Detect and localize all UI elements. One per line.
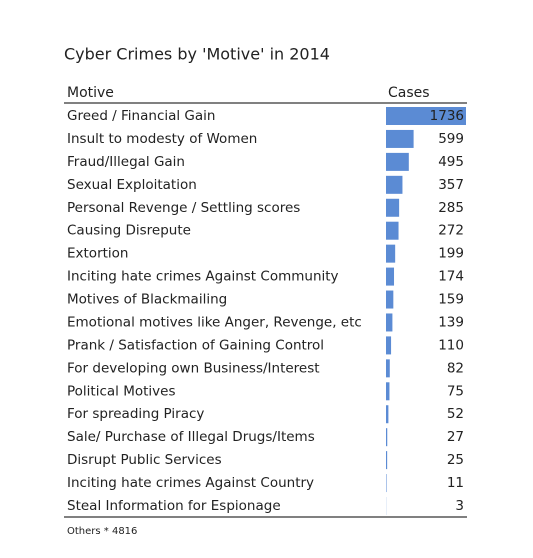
value-label: 11: [447, 475, 464, 491]
value-label: 82: [447, 360, 464, 376]
value-label: 285: [438, 200, 464, 216]
value-label: 174: [438, 269, 464, 285]
value-label: 25: [447, 452, 464, 468]
value-label: 52: [447, 406, 464, 422]
category-label: Inciting hate crimes Against Country: [67, 475, 314, 491]
category-label: Greed / Financial Gain: [67, 108, 215, 124]
bar: [386, 107, 466, 125]
bar: [386, 221, 399, 240]
bar: [386, 198, 400, 217]
value-label: 495: [438, 154, 464, 170]
value-label: 75: [447, 383, 464, 399]
bar: [386, 405, 389, 424]
category-label: Inciting hate crimes Against Community: [67, 269, 339, 285]
value-label: 357: [438, 177, 464, 193]
category-label: Causing Disrepute: [67, 223, 191, 239]
category-label: Motives of Blackmailing: [67, 292, 227, 308]
bar: [386, 359, 390, 378]
category-label: Prank / Satisfaction of Gaining Control: [67, 337, 324, 353]
value-label: 599: [438, 131, 464, 147]
value-label: 110: [438, 337, 464, 353]
column-header: Motive: [67, 85, 114, 101]
category-label: Sexual Exploitation: [67, 177, 197, 193]
bar: [386, 129, 414, 148]
category-label: Political Motives: [67, 383, 175, 399]
category-label: Emotional motives like Anger, Revenge, e…: [67, 314, 362, 330]
category-label: Fraud/Illegal Gain: [67, 154, 185, 170]
bar: [386, 152, 409, 171]
chart-title: Cyber Crimes by 'Motive' in 2014: [64, 45, 330, 64]
category-label: Sale/ Purchase of Illegal Drugs/Items: [67, 429, 315, 445]
bar: [386, 244, 396, 263]
bar: [386, 382, 390, 401]
category-label: Disrupt Public Services: [67, 452, 222, 468]
bar: [386, 428, 388, 447]
bar: [386, 175, 403, 194]
value-label: 159: [438, 292, 464, 308]
category-label: For developing own Business/Interest: [67, 360, 320, 376]
bar: [386, 313, 393, 332]
footnote: Others * 4816: [67, 526, 137, 537]
value-label: 27: [447, 429, 464, 445]
bar: [386, 474, 387, 493]
value-label: 3: [455, 498, 464, 514]
category-label: Personal Revenge / Settling scores: [67, 200, 300, 216]
category-label: Extortion: [67, 246, 128, 262]
category-label: Steal Information for Espionage: [67, 498, 281, 514]
value-label: 272: [438, 223, 464, 239]
bar: [386, 290, 394, 309]
value-label: 139: [438, 314, 464, 330]
bar: [386, 451, 388, 470]
bar: [386, 267, 395, 286]
value-label: 1736: [430, 108, 464, 124]
category-label: Insult to modesty of Women: [67, 131, 257, 147]
bar: [386, 336, 392, 355]
column-header: Cases: [388, 85, 430, 101]
value-label: 199: [438, 246, 464, 262]
category-label: For spreading Piracy: [67, 406, 204, 422]
